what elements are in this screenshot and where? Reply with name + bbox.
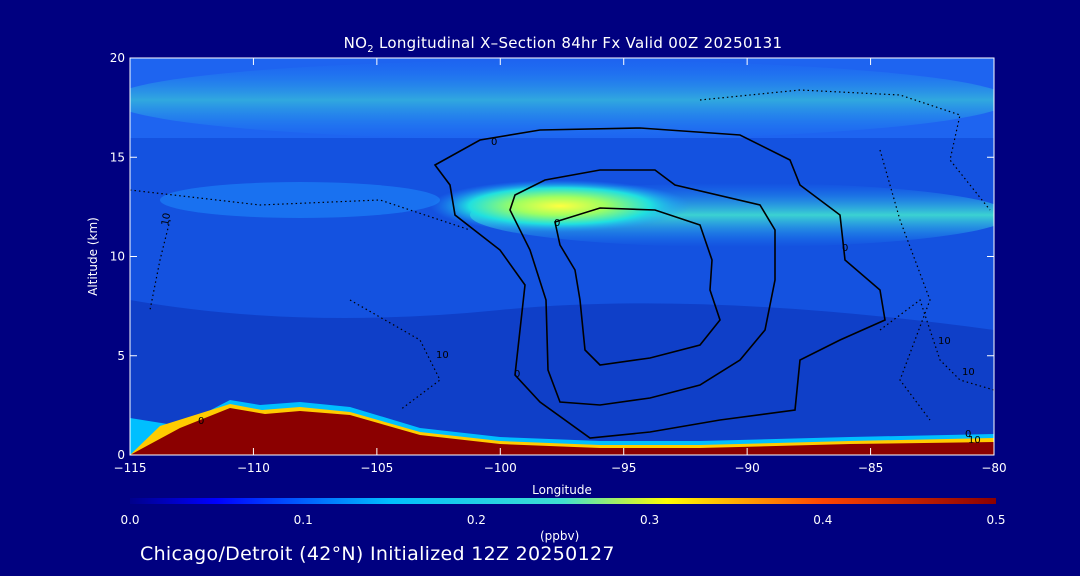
dotted-contours: [130, 89, 994, 421]
colorbar-ticks: 0.0 0.1 0.2 0.3 0.4 0.5: [120, 513, 1005, 527]
contour-label: 0: [965, 429, 971, 440]
dotted-contour-upper: [699, 89, 991, 211]
x-tick-label: −95: [611, 461, 636, 475]
strat-peak: [430, 180, 690, 232]
contour-outer: [433, 127, 886, 439]
colorbar-unit: (ppbv): [540, 529, 580, 543]
contour-label: 0: [842, 243, 848, 254]
x-tick-label: −105: [360, 461, 393, 475]
x-tick-label: −115: [114, 461, 147, 475]
dotted-contour-west: [130, 189, 471, 231]
dotted-contour-east2: [879, 149, 931, 421]
heatmap-field: 0 0 0 0 0 0 10 10 10 10 10: [130, 58, 994, 455]
contour-label: 0: [554, 218, 560, 229]
contour-middle: [509, 169, 776, 406]
colorbar-tick-label: 0.3: [640, 513, 659, 527]
x-tick-label: −90: [734, 461, 759, 475]
contour-inner: [554, 207, 721, 366]
contour-label: 0: [514, 369, 520, 380]
colorbar-tick-label: 0.0: [120, 513, 139, 527]
contour-label: 10: [436, 350, 449, 361]
footer-caption: Chicago/Detroit (42°N) Initialized 12Z 2…: [140, 543, 615, 565]
boundary-layer-core: [130, 408, 994, 455]
dotted-contour-east: [879, 299, 994, 391]
colorbar-tick-label: 0.4: [813, 513, 832, 527]
contour-label: 0: [198, 416, 204, 427]
y-tick-label: 5: [117, 349, 125, 363]
contour-label: 10: [938, 336, 951, 347]
x-tick-label: −80: [981, 461, 1006, 475]
contour-label: 10: [962, 367, 975, 378]
x-tick-label: −85: [858, 461, 883, 475]
colorbar-tick-label: 0.5: [986, 513, 1005, 527]
y-tick-label: 15: [110, 150, 125, 164]
solid-contours: [433, 127, 886, 439]
axes: −115 −110 −105 −100 −95 −90 −85 −80 0 5 10 15 20 Long…: [86, 51, 1007, 497]
upper-band: [130, 60, 994, 140]
colorbar-tick-label: 0.1: [294, 513, 313, 527]
contour-label: 0: [491, 137, 497, 148]
colorbar-tick-label: 0.2: [467, 513, 486, 527]
y-tick-label: 20: [110, 51, 125, 65]
x-tick-label: −110: [237, 461, 270, 475]
dotted-contour-left: [149, 219, 171, 311]
contour-label: 10: [968, 435, 981, 446]
x-axis-label: Longitude: [532, 483, 592, 497]
contour-label: 10: [160, 212, 173, 226]
chart-title: NO2 Longitudinal X–Section 84hr Fx Valid…: [343, 34, 783, 55]
y-tick-label: 0: [117, 448, 125, 462]
y-tick-label: 10: [110, 250, 125, 264]
colorbar: [130, 498, 996, 504]
strat-west: [160, 182, 440, 218]
y-axis-label: Altitude (km): [86, 217, 100, 296]
contour-label-group: 0 0 0 0 0 0 10 10 10 10 10: [160, 137, 981, 446]
x-tick-label: −100: [484, 461, 517, 475]
